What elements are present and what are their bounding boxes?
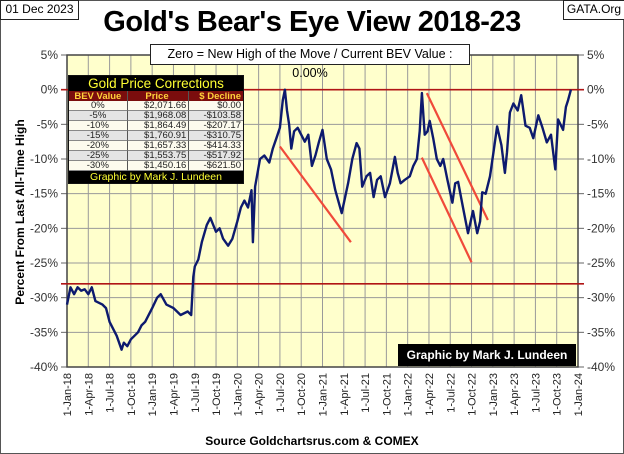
x-tick-label: 1-Jan-21 [318,373,330,416]
table-cell: -$621.50 [189,161,243,171]
table-row: -20% $1,657.33 -$414.33 [69,141,243,151]
y-tick-label-left: 5% [41,48,59,62]
x-tick-label: 1-Apr-21 [339,373,351,416]
table-cell: -$517.92 [189,151,243,161]
table-title: Gold Price Corrections [88,76,224,91]
x-tick-label: 1-Oct-19 [211,373,223,416]
series-line-gold-bev [65,88,573,351]
x-tick-label: 1-Apr-22 [424,373,436,416]
x-tick-label: 1-Jul-22 [445,373,457,413]
column-header: Price [127,91,190,102]
table-cell: $0.00 [189,101,243,111]
date-label: 01 Dec 2023 [0,0,79,20]
table-cell: 0% [69,101,128,111]
y-tick-label-left: -10% [30,152,58,166]
y-tick-label-right: -30% [587,291,615,305]
x-tick-label: 1-Jan-24 [573,373,585,416]
table-cell: -25% [69,151,128,161]
table-row: -5% $1,968.08 -$103.58 [69,111,243,121]
x-tick-label: 1-Jan-20 [232,373,244,416]
column-header: BEV Value [69,91,128,102]
y-tick-label-right: 0% [587,83,605,97]
table-cell: -$310.75 [189,131,243,141]
table-header: BEV Value Price $ Decline [69,91,243,102]
table-cell: -$103.58 [189,111,243,121]
table-cell: $1,657.33 [127,141,190,151]
table-row: -15% $1,760.91 -$310.75 [69,131,243,141]
table-cell: $1,450.16 [127,161,190,171]
y-tick-label-right: -40% [587,360,615,374]
table-cell: -15% [69,131,128,141]
x-tick-label: 1-Oct-22 [467,373,479,416]
table-cell: -10% [69,121,128,131]
table-cell: $1,864.49 [127,121,190,131]
trend-line [425,92,489,221]
y-tick-label-right: -15% [587,187,615,201]
x-tick-label: 1-Jul-19 [190,373,202,413]
y-tick-label-right: -35% [587,325,615,339]
table-row: -25% $1,553.75 -$517.92 [69,151,243,161]
y-tick-label-left: -5% [37,117,59,131]
x-tick-label: 1-Jul-20 [275,373,287,413]
x-tick-label: 1-Jan-18 [62,373,74,416]
table-cell: $1,760.91 [127,131,190,141]
source-label: Source Goldchartsrus.com & COMEX [205,434,419,448]
y-tick-label-left: -25% [30,256,58,270]
chart-title: Gold's Bear's Eye View 2018-23 [103,6,521,38]
table-row: -30% $1,450.16 -$621.50 [69,161,243,171]
corrections-table: Gold Price Corrections BEV Value Price $… [68,75,244,184]
table-cell: $1,553.75 [127,151,190,161]
y-tick-label-right: -25% [587,256,615,270]
table-cell: $2,071.66 [127,101,190,111]
y-tick-label-right: -20% [587,221,615,235]
chart-subtitle: Zero = New High of the Move / Current BE… [150,44,470,80]
x-tick-label: 1-Oct-18 [126,373,138,416]
x-tick-label: 1-Oct-20 [296,373,308,416]
y-tick-label-left: -30% [30,291,58,305]
credit-label: Graphic by Mark J. Lundeen [398,344,576,366]
y-tick-label-left: -20% [30,221,58,235]
table-cell: $1,968.08 [127,111,190,121]
x-tick-label: 1-Jul-21 [360,373,372,413]
y-tick-label-left: -35% [30,325,58,339]
gata-label: GATA.Org [563,0,624,20]
y-tick-label-right: -5% [587,117,609,131]
table-row: 0% $2,071.66 $0.00 [69,101,243,111]
x-tick-label: 1-Jan-19 [147,373,159,416]
trend-line [420,157,473,263]
table-row: -10% $1,864.49 -$207.17 [69,121,243,131]
x-tick-label: 1-Jan-22 [403,373,415,416]
table-footer: Graphic by Mark J. Lundeen [90,171,222,183]
table-cell: -$414.33 [189,141,243,151]
x-tick-label: 1-Jul-18 [105,373,117,413]
y-tick-label-right: 5% [587,48,605,62]
table-cell: -5% [69,111,128,121]
column-header: $ Decline [189,91,243,102]
x-tick-label: 1-Jan-23 [488,373,500,416]
table-body: 0% $2,071.66 $0.00 -5% $1,968.08 -$103.58 -10%… [69,101,243,171]
x-tick-label: 1-Apr-18 [83,373,95,416]
table-cell: -20% [69,141,128,151]
y-tick-label-left: 0% [41,83,59,97]
y-tick-label-left: -15% [30,187,58,201]
x-tick-label: 1-Apr-23 [509,373,521,416]
y-tick-label-left: -40% [30,360,58,374]
y-axis-label: Percent From Last All-Time High [13,119,27,305]
x-tick-label: 1-Oct-21 [381,373,393,416]
x-tick-label: 1-Apr-19 [168,373,180,416]
y-tick-label-right: -10% [587,152,615,166]
x-tick-label: 1-Apr-20 [254,373,266,416]
x-tick-label: 1-Oct-23 [552,373,564,416]
table-cell: -30% [69,161,128,171]
table-cell: -$207.17 [189,121,243,131]
x-tick-label: 1-Jul-23 [530,373,542,413]
trend-line [279,145,352,243]
